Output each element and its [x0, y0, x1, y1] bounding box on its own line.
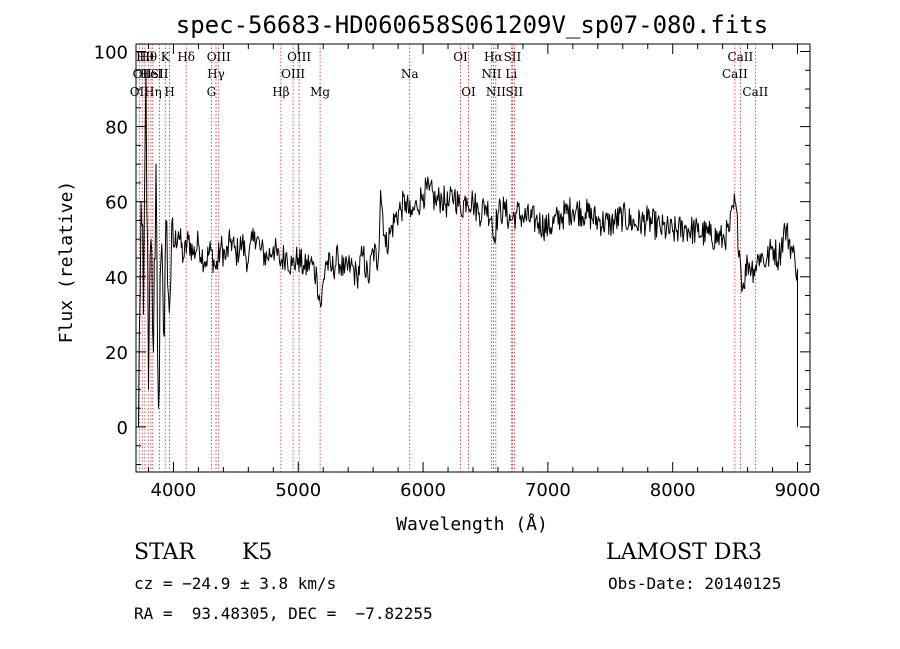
spectral-line-label: OII: [130, 85, 150, 99]
y-axis-label: Flux (relative): [56, 181, 77, 344]
coordinates-text: RA = 93.48305, DEC = −7.82255: [134, 604, 433, 623]
spectral-line-label: Hβ: [272, 85, 289, 99]
redshift-text: cz = −24.9 ± 3.8 km/s: [134, 574, 337, 593]
x-tick-label: 7000: [525, 480, 571, 501]
spectral-line-markers: [138, 44, 756, 472]
spectral-line-labels: OIIOIIHθHθHeIHηSIIKHHδGHγOIIIHβOIIIOIIIM…: [130, 50, 769, 99]
spectral-line-label: K: [161, 50, 171, 64]
obs-date-text: Obs-Date: 20140125: [608, 574, 782, 593]
spectral-line-label: SII: [504, 50, 522, 64]
spectral-line-label: NII: [481, 67, 501, 81]
spectral-line-label: OI: [453, 50, 468, 64]
survey-name: LAMOST DR3: [606, 540, 762, 565]
spectrum-line: [138, 69, 798, 427]
y-tick-label: 100: [94, 43, 128, 64]
spectral-line-label: Li: [505, 67, 517, 81]
object-subclass: K5: [242, 540, 273, 565]
y-tick-label: 20: [105, 343, 128, 364]
spectral-line-label: Hθ: [136, 50, 154, 64]
x-tick-label: 5000: [275, 480, 321, 501]
spectral-line-label: Hγ: [207, 67, 225, 81]
spectral-line-label: OIII: [287, 50, 311, 64]
spectral-line-label: Hη: [144, 85, 162, 99]
spectral-line-label: Mg: [310, 85, 330, 99]
spectrum-chart: spec-56683-HD060658S061209V_sp07-080.fit…: [56, 11, 821, 535]
spectrum-series: [138, 69, 798, 427]
spectral-line-label: Na: [401, 67, 419, 81]
x-tick-label: 4000: [151, 480, 197, 501]
spectral-line-label: G: [207, 85, 217, 99]
spectral-line-label: OI: [461, 85, 476, 99]
spectral-line-label: CaII: [727, 50, 753, 64]
x-axis-label: Wavelength (Å): [396, 513, 548, 535]
spectral-line-label: SII: [151, 67, 169, 81]
x-axis-ticks: 4000 5000 6000 7000 8000 9000: [147, 44, 821, 501]
y-tick-label: 40: [105, 268, 128, 289]
y-axis-ticks: 0 20 40 60 80 100: [94, 43, 810, 465]
x-tick-label: 8000: [650, 480, 696, 501]
y-tick-label: 0: [117, 418, 128, 439]
spectral-line-label: CaII: [722, 67, 748, 81]
spectral-line-label: Hθ: [139, 50, 157, 64]
y-tick-label: 60: [105, 193, 128, 214]
spectral-line-label: OIII: [207, 50, 231, 64]
x-tick-label: 9000: [775, 480, 821, 501]
spectral-line-label: SII: [505, 85, 523, 99]
object-class: STAR: [134, 540, 195, 565]
spectral-line-label: Hα: [484, 50, 503, 64]
spectral-line-label: CaII: [742, 85, 768, 99]
chart-title: spec-56683-HD060658S061209V_sp07-080.fit…: [176, 11, 768, 39]
spectral-line-label: OIII: [281, 67, 305, 81]
spectral-line-label: Hδ: [177, 50, 195, 64]
x-tick-label: 6000: [400, 480, 446, 501]
spectral-line-label: NII: [486, 85, 506, 99]
y-tick-label: 80: [105, 118, 128, 139]
spectral-line-label: H: [164, 85, 174, 99]
